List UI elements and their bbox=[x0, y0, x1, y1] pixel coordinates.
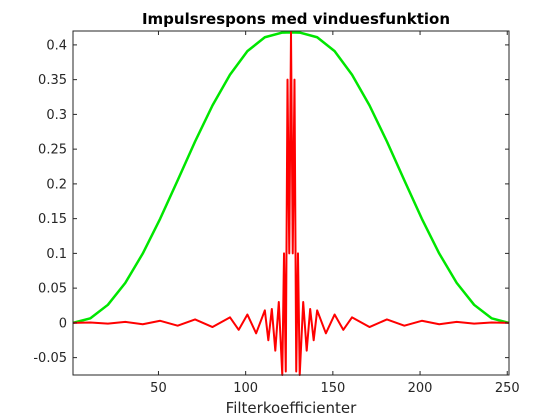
x-tick-label: 100 bbox=[233, 381, 258, 396]
y-tick-label: 0.4 bbox=[46, 38, 67, 53]
x-tick-label: 150 bbox=[320, 381, 345, 396]
x-tick-label: 50 bbox=[150, 381, 167, 396]
series-layer bbox=[72, 31, 510, 376]
y-tick-label: 0.05 bbox=[38, 282, 67, 297]
y-tick-label: -0.05 bbox=[33, 351, 67, 366]
x-tick-label: 200 bbox=[408, 381, 433, 396]
y-tick-label: 0.3 bbox=[46, 108, 67, 123]
x-tick-label: 250 bbox=[495, 381, 520, 396]
y-tick-label: 0.35 bbox=[38, 73, 67, 88]
y-tick-label: 0.15 bbox=[38, 212, 67, 227]
axes-box bbox=[72, 30, 510, 376]
x-axis-label: Filterkoefficienter bbox=[226, 399, 357, 417]
y-tick-label: 0.25 bbox=[38, 143, 67, 158]
y-tick-label: 0 bbox=[59, 316, 67, 331]
y-tick-label: 0.2 bbox=[46, 177, 67, 192]
axes-layer: 50 100 150 200 250 -0.05 0 0.05 0.1 0.15 0.2 0.25 0.… bbox=[33, 30, 520, 396]
y-tick-label: 0.1 bbox=[46, 247, 67, 262]
chart-title: Impulsrespons med vinduesfunktion bbox=[142, 10, 450, 28]
series-line-impulse-response bbox=[72, 31, 510, 376]
